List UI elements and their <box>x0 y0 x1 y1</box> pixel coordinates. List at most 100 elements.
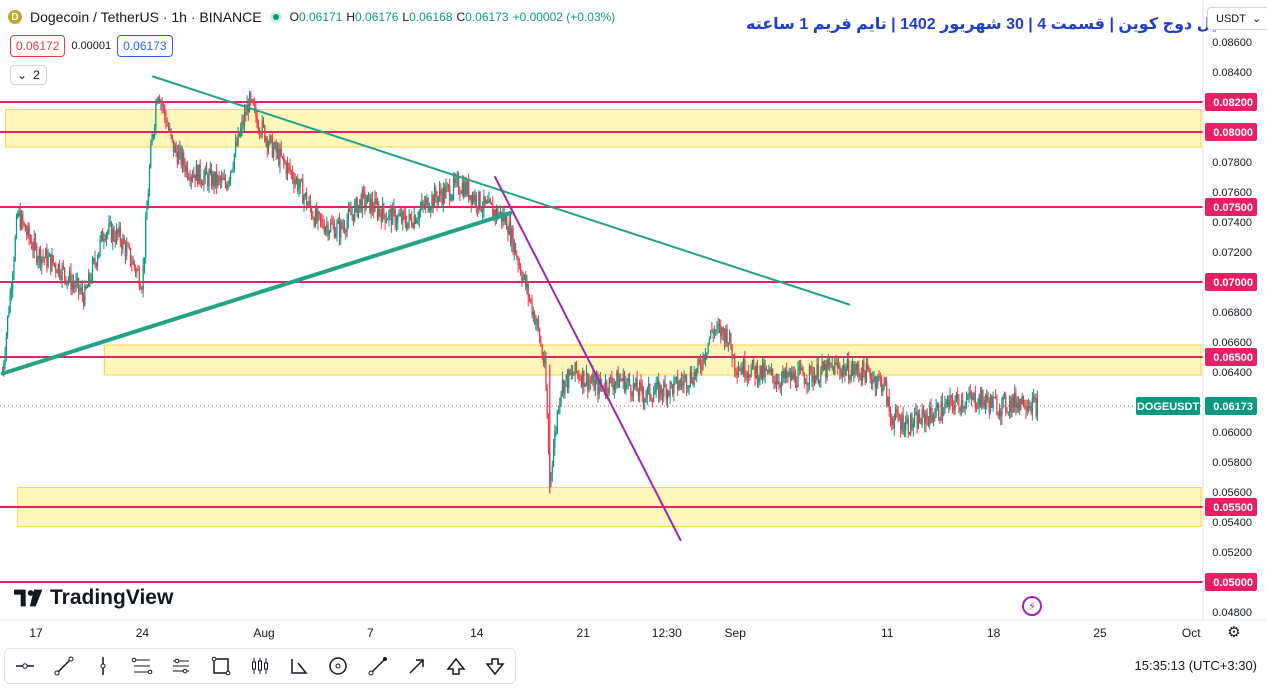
candle-body <box>555 429 557 432</box>
arrow-tool[interactable] <box>403 652 431 680</box>
candle-body <box>319 213 322 220</box>
time-axis[interactable]: 17 24 Aug 7 14 21 12:30 Sep 11 18 25 Oct <box>29 626 1201 640</box>
time-tick-label: 14 <box>470 626 484 640</box>
candle-body <box>582 370 584 387</box>
candle-body <box>742 358 745 374</box>
candle-body <box>758 378 760 383</box>
tradingview-logo[interactable]: TradingView <box>14 586 173 610</box>
vertical-line-icon <box>100 657 106 675</box>
candle-body <box>650 398 652 400</box>
candle-body <box>772 369 774 377</box>
candle-body <box>172 139 175 153</box>
candle-body <box>255 106 257 117</box>
candle-body <box>242 120 244 126</box>
candle-body <box>8 311 10 317</box>
pitchfork-tool[interactable] <box>167 652 195 680</box>
candle-body <box>628 378 631 386</box>
candle-body <box>46 250 48 267</box>
buy-price-button[interactable]: 0.06173 <box>117 35 173 57</box>
candle-body <box>76 278 78 281</box>
candle-body <box>60 276 62 280</box>
candle-body <box>153 126 156 135</box>
candle-body <box>468 181 470 199</box>
candle-body <box>518 264 520 266</box>
candle-body <box>736 372 738 375</box>
candle-body <box>1025 407 1027 411</box>
currency-button[interactable]: USDT ⌄ <box>1207 7 1267 30</box>
candle-body <box>414 215 417 224</box>
arrow-down-tool[interactable] <box>481 652 509 680</box>
candle-body <box>303 196 305 204</box>
brush-icon <box>368 657 387 676</box>
price-tick-label: 0.06800 <box>1212 307 1252 319</box>
candle-body <box>683 378 685 385</box>
candle-body <box>749 376 751 378</box>
trend-line-ascending-support[interactable] <box>0 211 513 376</box>
gear-icon[interactable]: ⚙ <box>1227 624 1241 641</box>
candle-body <box>213 173 215 186</box>
vertical-line-tool[interactable] <box>89 652 117 680</box>
candle-body <box>920 422 922 424</box>
indicators-toggle[interactable]: ⌄ 2 <box>10 65 47 85</box>
candle-body <box>188 177 190 179</box>
candle-body <box>622 373 624 381</box>
fib-retracement-tool[interactable] <box>128 652 156 680</box>
candle-body <box>613 385 615 391</box>
chevron-down-icon: ⌄ <box>1251 13 1262 25</box>
candle-body <box>324 227 327 233</box>
candle-body <box>197 165 199 185</box>
candle-body <box>118 227 120 235</box>
candle-body <box>704 355 707 361</box>
candle-body <box>575 362 577 372</box>
candle-body <box>250 93 252 100</box>
candle-body <box>692 381 694 385</box>
candle-body <box>1003 395 1006 397</box>
candle-body <box>913 414 916 424</box>
candle-body <box>18 211 20 214</box>
candle-body <box>685 375 688 389</box>
candle-body <box>669 382 671 396</box>
level-tag-bg <box>1205 573 1257 591</box>
candle-body <box>859 375 861 377</box>
candle-body <box>175 145 177 152</box>
candle-body <box>829 362 831 365</box>
clock[interactable]: 15:35:13 (UTC+3:30) <box>1134 658 1257 673</box>
candle-body <box>209 169 211 174</box>
candle-body <box>185 164 187 172</box>
candle-body <box>241 120 243 129</box>
candle-body <box>708 338 710 343</box>
trend-line-steep-descending[interactable] <box>494 176 682 541</box>
xabcd-pattern-tool[interactable] <box>285 652 313 680</box>
candle-body <box>821 361 823 370</box>
currency-label: USDT <box>1216 12 1246 25</box>
rectangle-tool[interactable] <box>207 652 235 680</box>
candle-body <box>740 367 742 371</box>
lightning-icon[interactable]: ⚡ <box>1022 596 1042 616</box>
market-status-icon[interactable] <box>269 11 282 23</box>
candle-body <box>1019 399 1021 410</box>
candle-body <box>991 395 993 408</box>
arrow-up-tool[interactable] <box>442 652 470 680</box>
trend-lines[interactable] <box>0 75 851 541</box>
circle-tool[interactable] <box>324 652 352 680</box>
candle-body <box>869 370 871 378</box>
candle-body <box>787 374 789 379</box>
candles-pattern-tool[interactable] <box>246 652 274 680</box>
candle-body <box>546 388 548 418</box>
symbol-title[interactable]: Dogecoin / TetherUS · 1h · BINANCE <box>30 9 262 25</box>
candle-body <box>910 414 912 435</box>
candle-body <box>711 330 713 332</box>
sell-price-button[interactable]: 0.06172 <box>10 35 66 57</box>
candle-body <box>941 401 944 416</box>
trend-line-tool[interactable] <box>50 652 78 680</box>
candle-body <box>720 325 722 337</box>
candle-body <box>874 376 876 389</box>
horizontal-line-tool[interactable] <box>11 652 39 680</box>
candle-body <box>919 414 921 423</box>
candle-body <box>905 421 907 431</box>
candle-body <box>65 276 67 284</box>
candle-body <box>165 115 167 126</box>
brush-tool[interactable] <box>364 652 392 680</box>
candle-body <box>41 257 43 266</box>
